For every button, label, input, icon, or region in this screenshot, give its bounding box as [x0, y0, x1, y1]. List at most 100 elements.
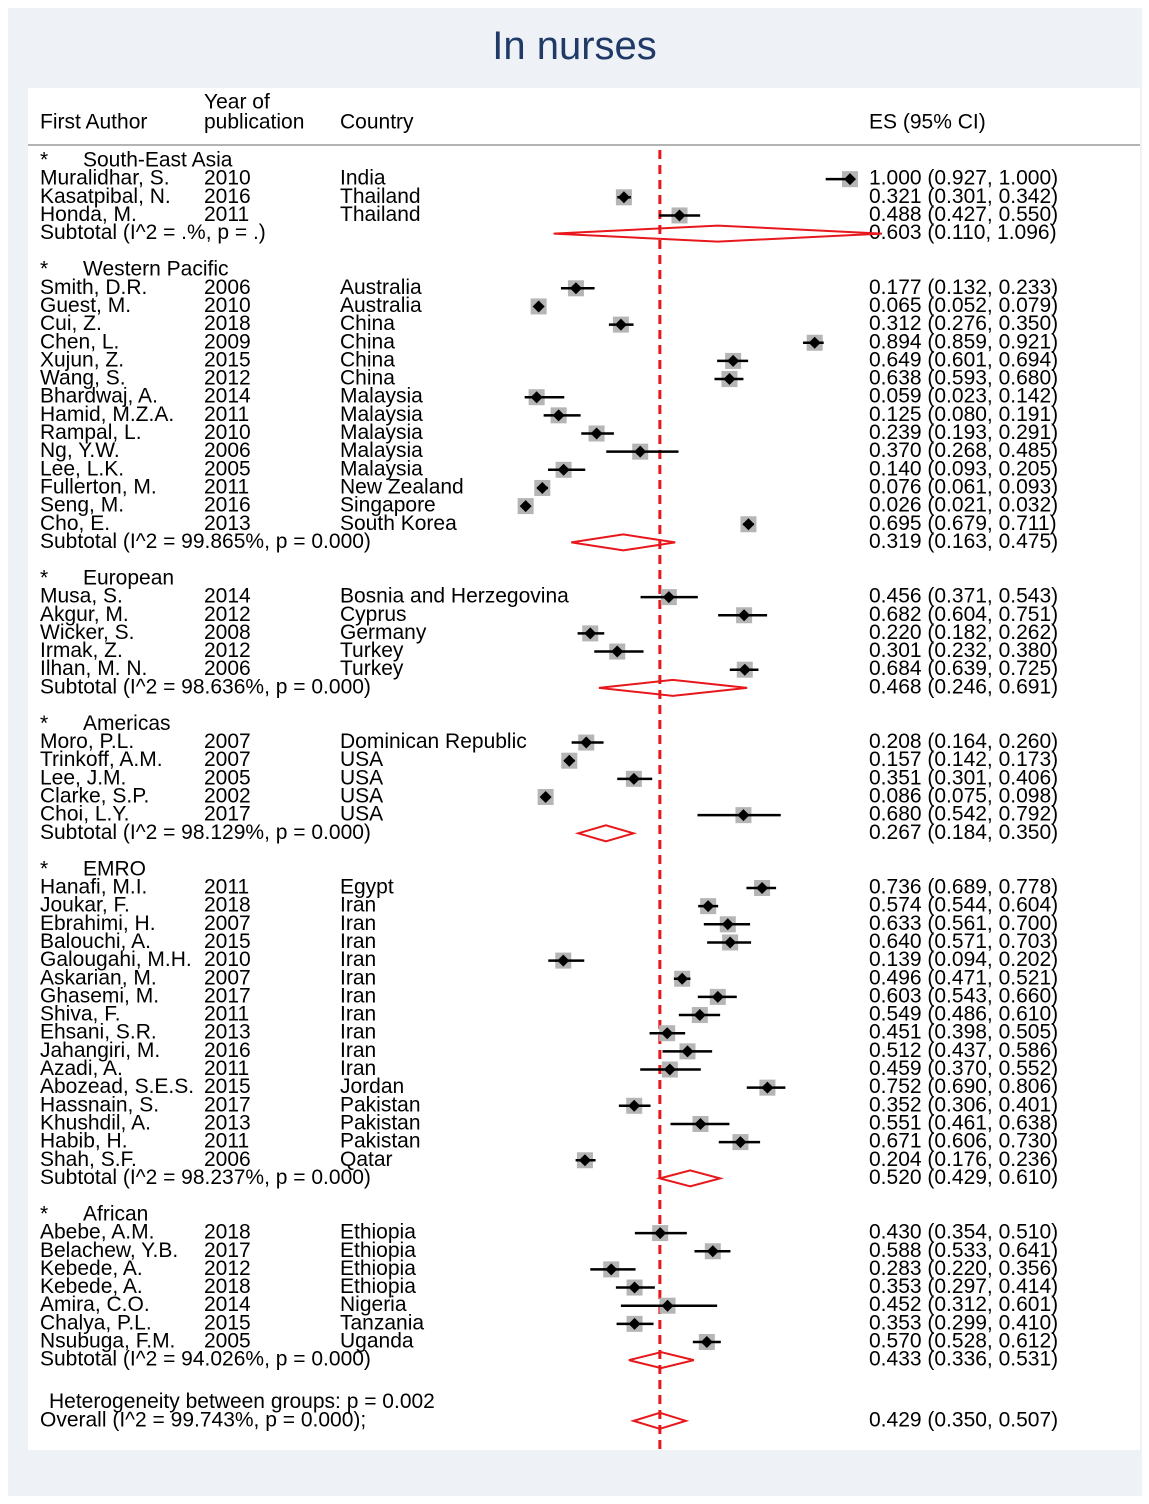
study-point	[694, 1117, 707, 1130]
study-country: China	[340, 348, 395, 371]
study-point	[557, 954, 570, 967]
study-point	[761, 1081, 774, 1094]
study-author: Nsubuga, F.M.	[40, 1330, 175, 1353]
group-name: European	[83, 566, 174, 589]
study-es-ci: 0.496 (0.471, 0.521)	[869, 966, 1058, 989]
study-year: 2007	[204, 748, 251, 771]
study-year: 2015	[204, 348, 251, 371]
study-es-ci: 0.638 (0.593, 0.680)	[869, 367, 1058, 390]
study-country: Iran	[340, 966, 376, 989]
study-author: Clarke, S.P.	[40, 785, 149, 808]
study-country: Dominican Republic	[340, 730, 527, 753]
study-point	[519, 500, 532, 513]
study-es-ci: 0.076 (0.061, 0.093)	[869, 475, 1058, 498]
study-author: Honda, M.	[40, 203, 137, 226]
study-year: 2007	[204, 912, 251, 935]
study-author: Hanafi, M.I.	[40, 876, 147, 899]
study-es-ci: 0.220 (0.182, 0.262)	[869, 621, 1058, 644]
study-point	[530, 391, 543, 404]
study-point	[661, 1299, 674, 1312]
study-es-ci: 0.239 (0.193, 0.291)	[869, 421, 1058, 444]
study-point	[700, 1336, 713, 1348]
study-country: Cyprus	[340, 603, 407, 626]
study-year: 2018	[204, 1275, 251, 1298]
study-author: Cho, E.	[40, 512, 110, 535]
study-es-ci: 0.588 (0.533, 0.641)	[869, 1239, 1058, 1262]
subtotal-es-ci: 0.603 (0.110, 1.096)	[869, 221, 1057, 244]
overall-diamond	[630, 1411, 690, 1430]
study-country: Australia	[340, 276, 422, 299]
study-year: 2017	[204, 1239, 251, 1262]
study-country: USA	[340, 785, 383, 808]
study-year: 2007	[204, 966, 251, 989]
study-country: Turkey	[340, 639, 404, 662]
study-year: 2010	[204, 167, 251, 190]
study-country: Iran	[340, 1057, 376, 1080]
study-point	[721, 918, 734, 931]
study-country: Egypt	[340, 876, 394, 899]
study-es-ci: 0.459 (0.370, 0.552)	[869, 1057, 1058, 1080]
study-year: 2012	[204, 1257, 251, 1280]
header-year-line2: publication	[204, 111, 304, 134]
study-point	[681, 1045, 694, 1058]
study-author: Azadi, A.	[40, 1057, 123, 1080]
study-es-ci: 0.086 (0.075, 0.098)	[869, 785, 1058, 808]
subtotal-diamond	[553, 224, 883, 243]
subtotal-label: Subtotal (I^2 = 98.129%, p = 0.000)	[40, 821, 371, 844]
study-es-ci: 0.157 (0.142, 0.173)	[869, 748, 1058, 771]
study-year: 2014	[204, 385, 251, 408]
study-year: 2015	[204, 1311, 251, 1334]
study-author: Ilhan, M. N.	[40, 657, 147, 680]
study-year: 2005	[204, 766, 251, 789]
study-author: Seng, M.	[40, 494, 124, 517]
study-country: Uganda	[340, 1330, 414, 1353]
study-es-ci: 0.671 (0.606, 0.730)	[869, 1130, 1058, 1153]
study-year: 2002	[204, 785, 251, 808]
subtotal-diamond	[598, 678, 748, 697]
study-es-ci: 0.894 (0.859, 0.921)	[869, 330, 1058, 353]
study-country: New Zealand	[340, 475, 464, 498]
study-year: 2010	[204, 421, 251, 444]
study-year: 2005	[204, 1330, 251, 1353]
study-author: Chalya, P.L.	[40, 1311, 152, 1334]
study-country: USA	[340, 766, 383, 789]
study-year: 2012	[204, 639, 251, 662]
study-point	[634, 445, 647, 458]
study-author: Chen, L.	[40, 330, 119, 353]
study-year: 2011	[204, 203, 249, 226]
study-author: Ghasemi, M.	[40, 984, 159, 1007]
study-author: Kebede, A.	[40, 1257, 143, 1280]
study-year: 2011	[204, 403, 249, 426]
subtotal-diamond	[571, 533, 676, 552]
study-country: Ethiopia	[340, 1239, 416, 1262]
study-country: Iran	[340, 1039, 376, 1062]
study-country: Iran	[340, 912, 376, 935]
study-point	[742, 518, 755, 531]
study-point	[706, 1245, 719, 1258]
study-es-ci: 0.752 (0.690, 0.806)	[869, 1075, 1058, 1098]
study-country: Pakistan	[340, 1093, 421, 1116]
study-year: 2013	[204, 1021, 251, 1044]
study-year: 2014	[204, 1293, 251, 1316]
study-author: Jahangiri, M.	[40, 1039, 160, 1062]
study-point	[737, 809, 750, 822]
study-year: 2017	[204, 803, 251, 826]
header-first-author: First Author	[40, 111, 147, 134]
study-point	[569, 282, 582, 295]
heterogeneity-text: Heterogeneity between groups: p = 0.002	[49, 1390, 435, 1413]
study-point	[663, 1063, 676, 1076]
study-es-ci: 0.370 (0.268, 0.485)	[869, 439, 1058, 462]
study-author: Hamid, M.Z.A.	[40, 403, 174, 426]
study-country: Iran	[340, 894, 376, 917]
study-year: 2013	[204, 512, 251, 535]
plot-panel: First Author Year of publication Country ES …	[28, 88, 1140, 1450]
study-author: Choi, L.Y.	[40, 803, 130, 826]
group-name: South-East Asia	[83, 149, 233, 172]
study-country: Iran	[340, 984, 376, 1007]
study-point	[734, 1136, 747, 1149]
study-author: Wicker, S.	[40, 621, 135, 644]
subtotal-diamond	[628, 1351, 695, 1370]
group-name: Western Pacific	[83, 258, 229, 281]
subtotal-es-ci: 0.468 (0.246, 0.691)	[869, 675, 1058, 698]
